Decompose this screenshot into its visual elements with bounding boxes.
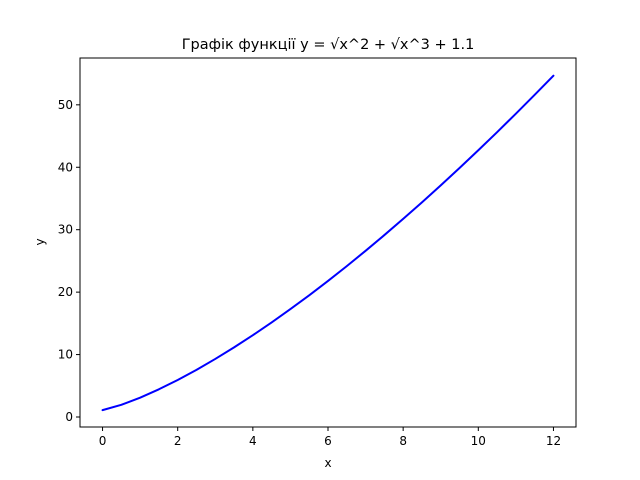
y-tick-label: 50 [58,98,73,112]
x-axis-label: x [324,456,331,470]
x-tick-label: 6 [324,434,332,448]
y-tick-label: 40 [58,160,73,174]
y-tick-label: 10 [58,348,73,362]
x-tick-label: 8 [399,434,407,448]
x-tick-label: 0 [99,434,107,448]
y-tick-label: 20 [58,285,73,299]
x-tick-label: 4 [249,434,257,448]
x-tick-label: 12 [546,434,561,448]
plot-frame [79,57,577,428]
y-axis-label: y [33,238,47,245]
x-tick-label: 2 [174,434,182,448]
chart-title: Графік функції y = √x^2 + √x^3 + 1.1 [182,37,475,53]
y-tick-label: 30 [58,223,73,237]
y-tick-label: 0 [65,410,73,424]
series-line-0 [101,74,555,412]
ticks-layer: 0 2 4 6 8 10 12 0 10 20 30 40 50 [58,98,561,448]
x-tick-label: 10 [471,434,486,448]
plot-layer [101,74,555,412]
